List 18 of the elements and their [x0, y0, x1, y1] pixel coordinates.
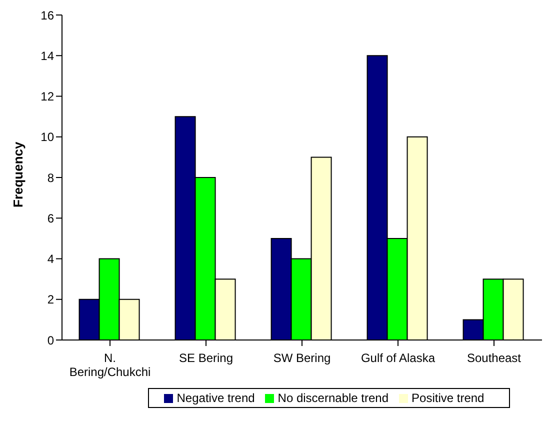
- legend-label: Negative trend: [176, 391, 255, 405]
- legend-label: No discernable trend: [278, 391, 389, 405]
- y-tick-label: 8: [47, 170, 54, 185]
- y-tick-label: 0: [47, 333, 54, 348]
- x-tick-label: Southeast: [466, 351, 522, 365]
- y-tick-label: 16: [40, 8, 54, 22]
- y-axis-title: Frequency: [10, 140, 26, 208]
- legend-label: Positive trend: [412, 391, 484, 405]
- y-tick-label: 6: [47, 211, 54, 226]
- y-tick-label: 10: [40, 130, 54, 144]
- x-tick-label: N. Bering/Chukchi: [69, 351, 151, 379]
- y-tick-label: 12: [40, 90, 54, 104]
- x-tick-label: SW Bering: [273, 351, 331, 365]
- x-tick-label: Gulf of Alaska: [360, 351, 436, 365]
- y-tick-label: 14: [40, 48, 54, 63]
- y-tick-label: 2: [47, 292, 54, 307]
- y-tick-label: 4: [47, 252, 54, 266]
- x-tick-label: SE Bering: [178, 351, 234, 365]
